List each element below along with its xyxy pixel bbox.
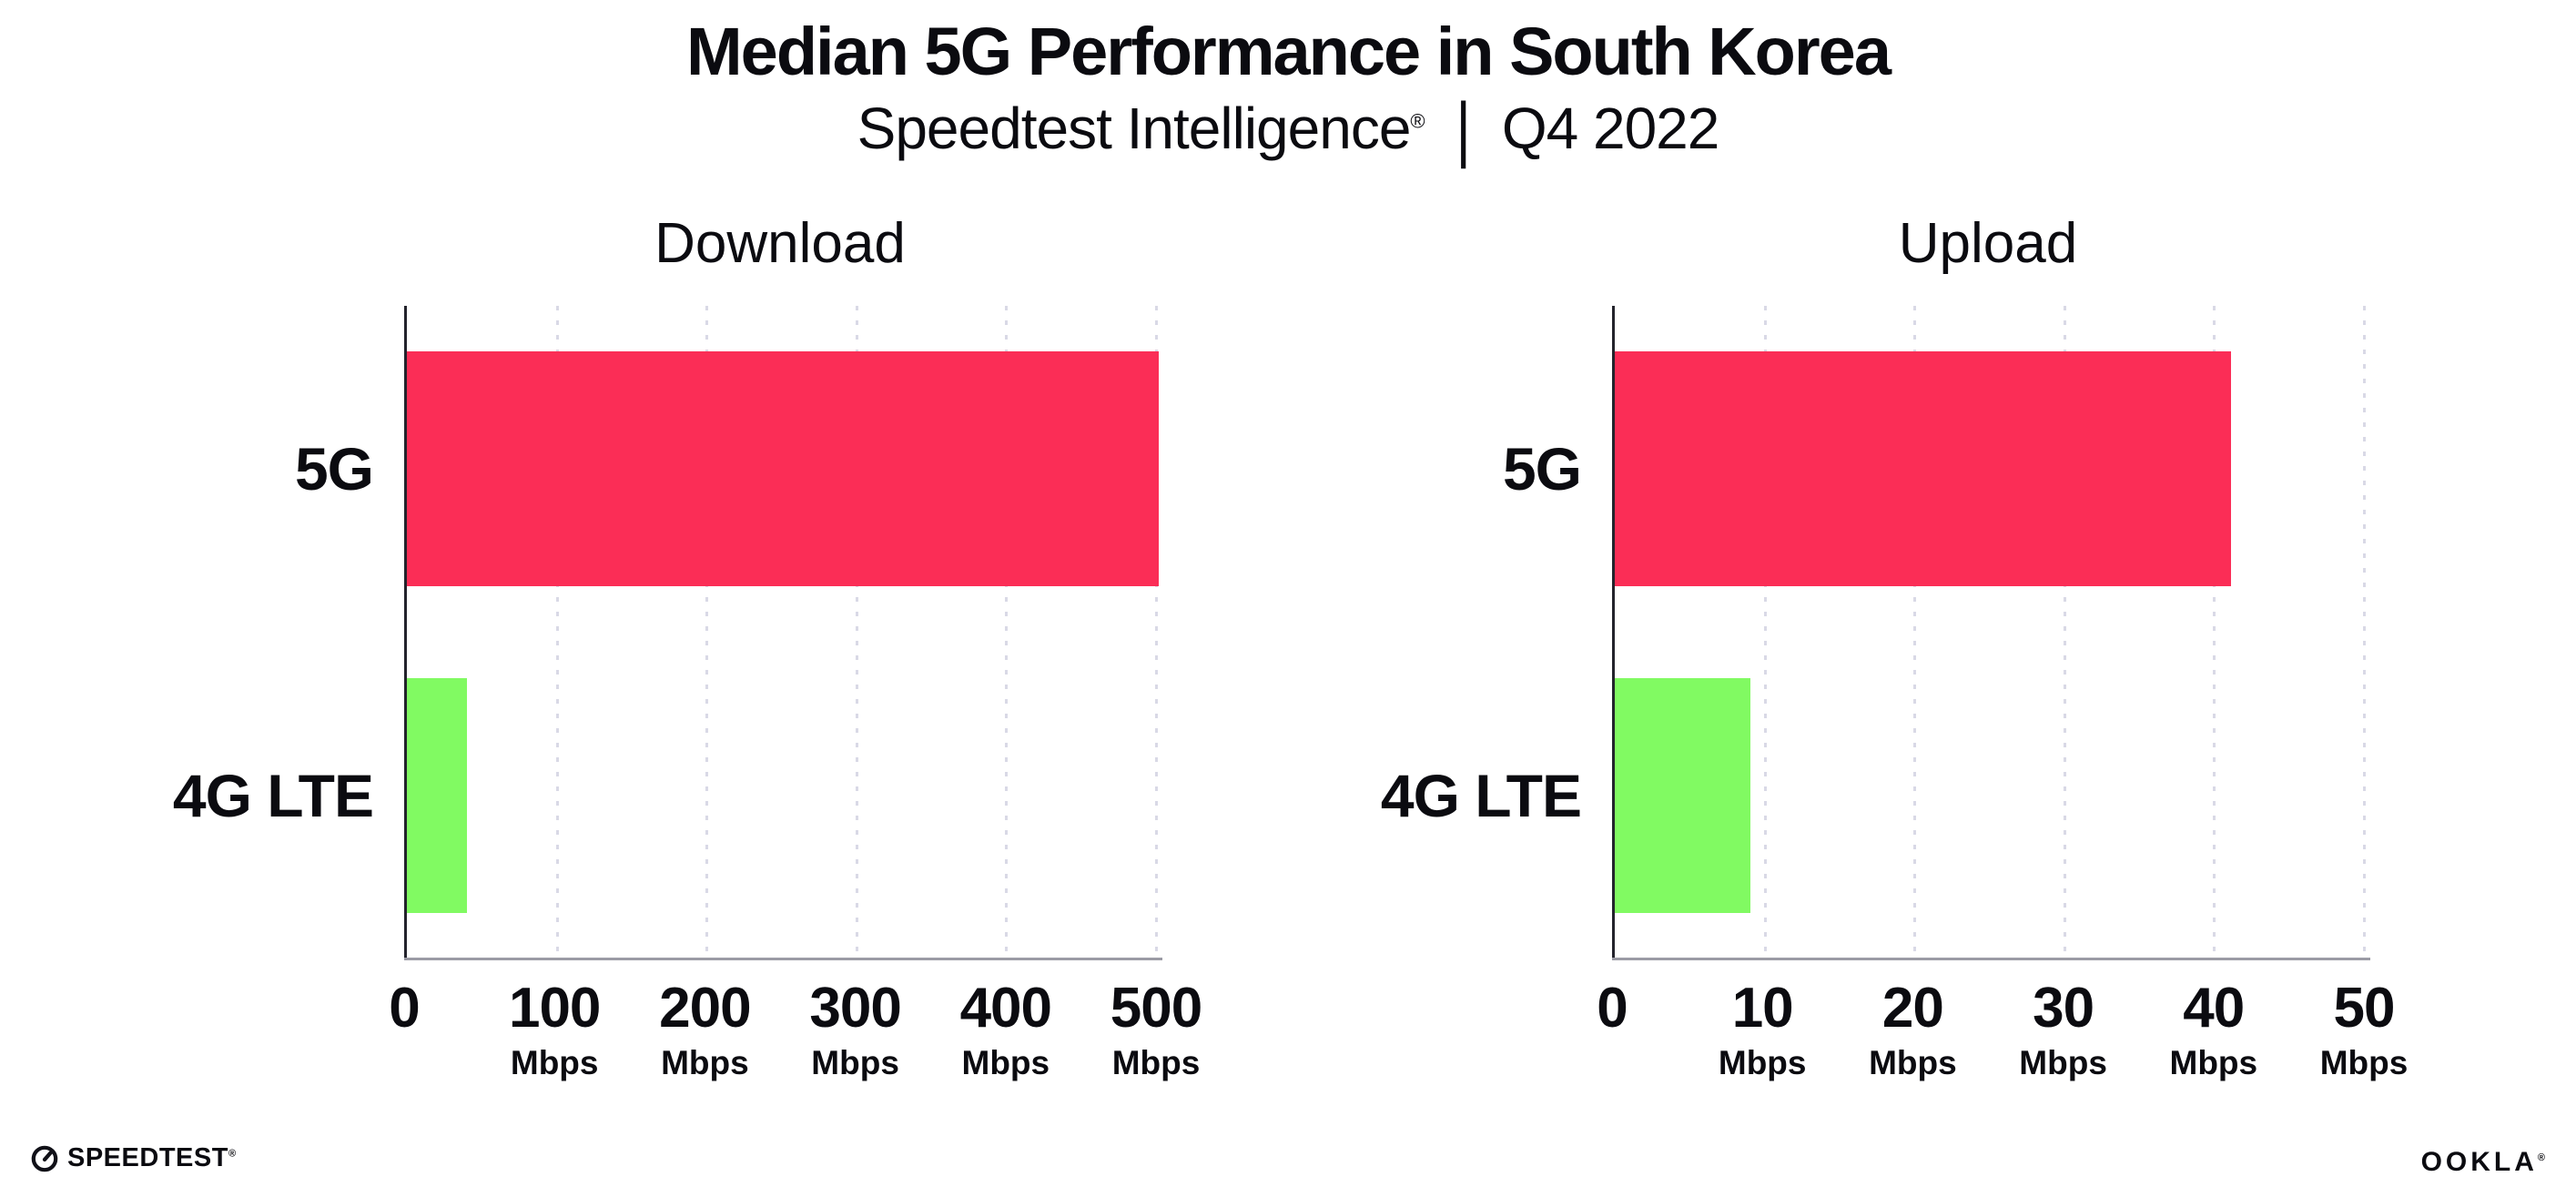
bar-4g-lte bbox=[1615, 677, 1750, 913]
ookla-wordmark: OOKLA bbox=[2420, 1147, 2538, 1177]
registered-mark: ® bbox=[1410, 109, 1425, 133]
tick-number: 40 bbox=[2183, 977, 2245, 1040]
page-subtitle: Speedtest Intelligence® | Q4 2022 bbox=[0, 87, 2576, 169]
tick-number: 10 bbox=[1731, 977, 1794, 1040]
tick-unit: Mbps bbox=[661, 1044, 749, 1081]
tick-number: 20 bbox=[1881, 977, 1944, 1040]
download-chart: Download 5G 4G LTE 0 100 Mbps 200 Mbps 300 Mbps 40… bbox=[173, 211, 1202, 1121]
speedtest-wordmark: SPEEDTEST® bbox=[67, 1143, 237, 1172]
gridline bbox=[1763, 306, 1767, 959]
tick-20: 20 Mbps bbox=[1869, 980, 1957, 1080]
plot-area bbox=[1612, 306, 2370, 960]
gridline bbox=[555, 306, 559, 959]
tick-unit: Mbps bbox=[510, 1044, 599, 1081]
gridline bbox=[2363, 306, 2366, 959]
ookla-logo: OOKLA® bbox=[2421, 1147, 2545, 1178]
plot-area bbox=[404, 306, 1162, 960]
gridline bbox=[705, 306, 709, 959]
tick-unit: Mbps bbox=[2319, 1044, 2409, 1081]
tick-unit: Mbps bbox=[2019, 1044, 2107, 1081]
tick-number: 0 bbox=[1597, 977, 1628, 1040]
subtitle-separator: | bbox=[1455, 87, 1471, 169]
tick-number: 200 bbox=[659, 977, 751, 1040]
tick-0: 0 bbox=[1597, 977, 1628, 1040]
gridline bbox=[1913, 306, 1917, 959]
tick-50: 50 Mbps bbox=[2320, 980, 2409, 1080]
tick-unit: Mbps bbox=[2169, 1044, 2258, 1081]
tick-unit: Mbps bbox=[1111, 1044, 1201, 1081]
tick-unit: Mbps bbox=[811, 1044, 899, 1081]
tick-unit: Mbps bbox=[1718, 1044, 1807, 1081]
x-axis bbox=[1612, 958, 2370, 960]
tick-500: 500 Mbps bbox=[1111, 980, 1202, 1080]
page-title: Median 5G Performance in South Korea bbox=[686, 14, 1891, 89]
category-label-5g: 5G bbox=[1502, 435, 1582, 503]
chart-title: Download bbox=[654, 212, 906, 275]
tick-40: 40 Mbps bbox=[2169, 980, 2257, 1080]
tick-number: 400 bbox=[959, 977, 1052, 1040]
tick-number: 30 bbox=[2033, 977, 2094, 1040]
chart-title: Upload bbox=[1898, 212, 2078, 275]
tick-200: 200 Mbps bbox=[659, 977, 751, 1081]
tick-10: 10 Mbps bbox=[1719, 980, 1807, 1080]
tick-number: 0 bbox=[389, 977, 420, 1040]
gridline bbox=[2213, 306, 2216, 959]
gridline bbox=[855, 306, 858, 959]
category-label-5g: 5G bbox=[294, 435, 374, 503]
bar-5g bbox=[1615, 351, 2232, 587]
gridline bbox=[1005, 306, 1009, 959]
speedtest-logo: SPEEDTEST® bbox=[31, 1143, 237, 1173]
bar-4g-lte bbox=[407, 677, 468, 913]
tick-400: 400 Mbps bbox=[959, 977, 1052, 1081]
tick-number: 100 bbox=[508, 977, 601, 1040]
tick-number: 300 bbox=[809, 977, 901, 1040]
speedtest-trademark: ® bbox=[228, 1148, 237, 1160]
category-label-4g-lte: 4G LTE bbox=[172, 761, 374, 829]
tick-unit: Mbps bbox=[1869, 1044, 1957, 1081]
tick-number: 500 bbox=[1110, 977, 1202, 1040]
tick-number: 50 bbox=[2333, 977, 2396, 1040]
brand-name: Speedtest Intelligence bbox=[857, 96, 1412, 161]
subtitle-period: Q4 2022 bbox=[1501, 96, 1720, 161]
tick-0: 0 bbox=[389, 977, 420, 1040]
ookla-trademark: ® bbox=[2537, 1152, 2545, 1163]
tick-unit: Mbps bbox=[961, 1044, 1050, 1081]
tick-100: 100 Mbps bbox=[508, 977, 601, 1081]
gridline bbox=[2063, 306, 2066, 959]
bar-5g bbox=[407, 351, 1159, 587]
speedtest-gauge-icon bbox=[31, 1145, 58, 1172]
tick-300: 300 Mbps bbox=[809, 977, 901, 1081]
category-label-4g-lte: 4G LTE bbox=[1380, 761, 1582, 829]
gridline bbox=[1155, 306, 1158, 959]
x-axis bbox=[404, 958, 1162, 960]
upload-chart: Upload 5G 4G LTE 0 10 Mbps 20 Mbps 30 Mbps 40 Mbps 5… bbox=[1381, 211, 2408, 1121]
tick-30: 30 Mbps bbox=[2019, 980, 2107, 1080]
